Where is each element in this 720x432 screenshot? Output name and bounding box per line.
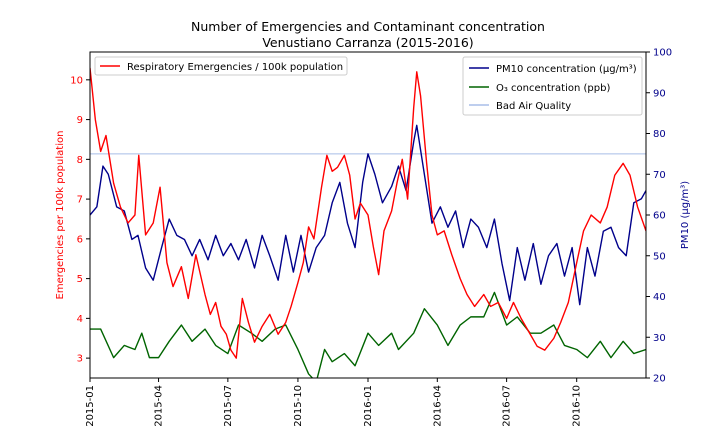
y-left-tick-label: 8 bbox=[77, 155, 83, 166]
y-left-tick-label: 5 bbox=[77, 274, 83, 285]
y-left-tick-label: 3 bbox=[77, 354, 83, 365]
x-tick-label: 2016-07 bbox=[502, 385, 513, 427]
x-tick-label: 2015-01 bbox=[85, 385, 96, 427]
y-right-tick-label: 50 bbox=[653, 251, 666, 262]
x-tick-label: 2015-07 bbox=[223, 385, 234, 427]
chart-title-line-1: Number of Emergencies and Contaminant co… bbox=[191, 19, 545, 34]
y-right-tick-label: 70 bbox=[653, 170, 666, 181]
y-left-tick-label: 7 bbox=[77, 195, 83, 206]
y-axis-right-label: PM10 (µg/m³) bbox=[680, 181, 691, 249]
y-left-tick-label: 6 bbox=[77, 234, 83, 245]
x-tick-label: 2016-10 bbox=[572, 385, 583, 427]
y-right-tick-label: 90 bbox=[653, 88, 666, 99]
x-axis: 2015-01 2015-04 2015-07 2015-10 2016-01 2016-… bbox=[85, 378, 583, 427]
series-line-pm10-concentration-g-m bbox=[90, 124, 646, 306]
x-tick-label: 2016-04 bbox=[432, 385, 443, 427]
legend-left: Respiratory Emergencies / 100k populatio… bbox=[94, 56, 348, 76]
legend-right-box bbox=[462, 56, 643, 116]
x-tick-label: 2015-10 bbox=[293, 385, 304, 427]
y-right-tick-label: 100 bbox=[653, 48, 672, 59]
series-layer bbox=[90, 67, 646, 378]
y-right-tick-label: 80 bbox=[653, 129, 666, 140]
y-axis-left-label: Emergencies per 100k population bbox=[55, 131, 66, 300]
y-left-tick-label: 4 bbox=[77, 314, 83, 325]
y-left-tick-label: 9 bbox=[77, 115, 83, 126]
y-axis-left: 3 4 5 6 7 8 9 10 bbox=[70, 75, 90, 365]
legend-left-box bbox=[94, 56, 348, 76]
y-right-tick-label: 40 bbox=[653, 292, 666, 303]
y-right-tick-label: 20 bbox=[653, 374, 666, 385]
legend-label-emergencies: Respiratory Emergencies / 100k populatio… bbox=[127, 62, 343, 73]
chart-title-line-2: Venustiano Carranza (2015-2016) bbox=[262, 35, 473, 50]
y-right-tick-label: 60 bbox=[653, 211, 666, 222]
legend-label-pm10: PM10 concentration (µg/m³) bbox=[496, 64, 637, 75]
y-left-tick-label: 10 bbox=[70, 75, 83, 86]
legend-right: PM10 concentration (µg/m³) O₃ concentrat… bbox=[462, 56, 643, 116]
legend-label-o3: O₃ concentration (ppb) bbox=[496, 83, 610, 94]
x-tick-label: 2015-04 bbox=[154, 385, 165, 427]
series-line-respiratory-emergencies-100k-population bbox=[90, 67, 646, 359]
series-line-o-concentration-ppb bbox=[90, 291, 646, 378]
y-right-tick-label: 30 bbox=[653, 333, 666, 344]
x-tick-label: 2016-01 bbox=[363, 385, 374, 427]
legend-label-bad-air: Bad Air Quality bbox=[496, 101, 571, 112]
y-axis-right: 20 30 40 50 60 70 80 90 100 bbox=[646, 48, 672, 385]
